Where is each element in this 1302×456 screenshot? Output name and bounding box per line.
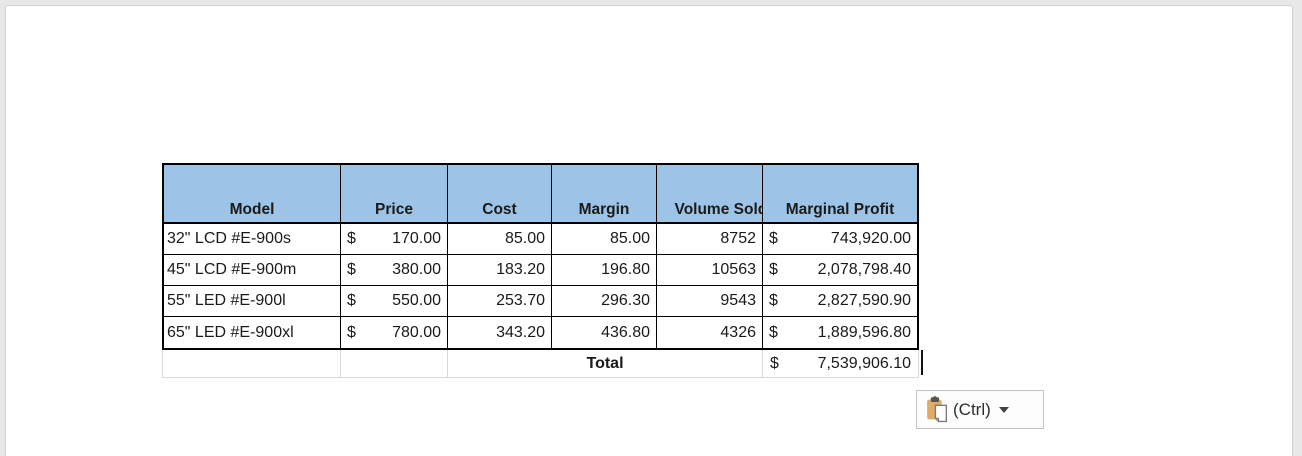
cell-model[interactable]: 32" LCD #E-900s <box>164 224 341 255</box>
header-margin[interactable]: Margin <box>552 165 657 224</box>
total-empty-cell[interactable] <box>341 350 448 378</box>
cell-margin[interactable]: 436.80 <box>552 317 657 348</box>
currency-symbol: $ <box>769 261 778 278</box>
cell-volume[interactable]: 10563 <box>657 255 763 286</box>
cell-volume[interactable]: 8752 <box>657 224 763 255</box>
product-table: Model Price Cost Margin Volume Sold Marg… <box>162 163 919 350</box>
paste-options-label: (Ctrl) <box>953 399 991 419</box>
cell-model[interactable]: 55" LED #E-900l <box>164 286 341 317</box>
cell-cost[interactable]: 253.70 <box>448 286 552 317</box>
chevron-down-icon[interactable] <box>998 406 1009 413</box>
total-empty-cell[interactable] <box>162 350 341 378</box>
cell-price[interactable]: $380.00 <box>341 255 448 286</box>
cell-margin[interactable]: 296.30 <box>552 286 657 317</box>
cell-profit[interactable]: $2,827,590.90 <box>763 286 917 317</box>
header-marginal-profit[interactable]: Marginal Profit <box>763 165 917 224</box>
clipboard-paste-icon <box>924 396 951 423</box>
document-page[interactable]: Model Price Cost Margin Volume Sold Marg… <box>5 5 1293 456</box>
total-label-cell[interactable]: Total <box>448 350 763 378</box>
currency-symbol: $ <box>347 292 356 309</box>
currency-symbol: $ <box>769 230 778 247</box>
cell-price[interactable]: $170.00 <box>341 224 448 255</box>
total-row: Total $7,539,906.10 <box>162 350 919 378</box>
currency-symbol: $ <box>347 230 356 247</box>
header-cost[interactable]: Cost <box>448 165 552 224</box>
header-volume-sold[interactable]: Volume Sold <box>657 165 763 224</box>
cell-volume[interactable]: 4326 <box>657 317 763 348</box>
cell-profit[interactable]: $1,889,596.80 <box>769 323 911 341</box>
currency-symbol: $ <box>770 354 779 372</box>
cell-margin[interactable]: 196.80 <box>552 255 657 286</box>
text-insertion-caret <box>921 350 923 375</box>
cell-price[interactable]: $550.00 <box>341 286 448 317</box>
header-price[interactable]: Price <box>341 165 448 224</box>
cell-price[interactable]: $780.00 <box>341 317 448 348</box>
cell-cost[interactable]: 85.00 <box>448 224 552 255</box>
cell-volume[interactable]: 9543 <box>657 286 763 317</box>
cell-model[interactable]: 45" LCD #E-900m <box>164 255 341 286</box>
cell-profit[interactable]: $743,920.00 <box>763 224 917 255</box>
currency-symbol: $ <box>347 261 356 278</box>
header-model[interactable]: Model <box>164 165 341 224</box>
total-value-cell[interactable]: $7,539,906.10 <box>763 350 919 378</box>
currency-symbol: $ <box>769 323 778 341</box>
currency-symbol: $ <box>347 323 356 341</box>
cell-cost[interactable]: 343.20 <box>448 317 552 348</box>
paste-options-button[interactable]: (Ctrl) <box>916 390 1044 429</box>
cell-cost[interactable]: 183.20 <box>448 255 552 286</box>
cell-margin[interactable]: 85.00 <box>552 224 657 255</box>
cell-profit[interactable]: $2,078,798.40 <box>763 255 917 286</box>
pasted-table: Model Price Cost Margin Volume Sold Marg… <box>162 163 919 378</box>
cell-model[interactable]: 65" LED #E-900xl <box>164 317 341 348</box>
currency-symbol: $ <box>769 292 778 309</box>
